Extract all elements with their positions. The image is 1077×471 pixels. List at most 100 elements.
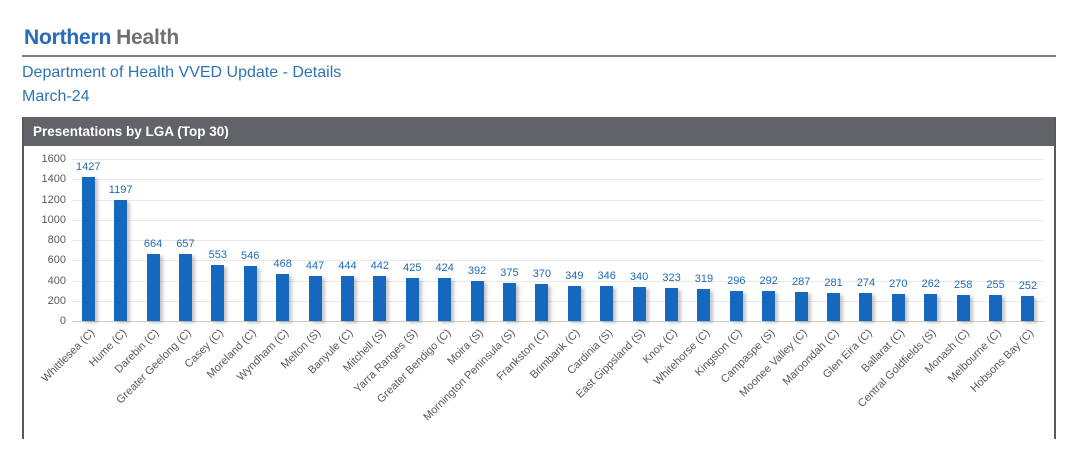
y-axis-tick-label: 1000 [41, 213, 66, 226]
bar-slot: 1427 [72, 159, 104, 321]
bar-value-label: 468 [273, 257, 292, 270]
bar-slot: 447 [299, 159, 331, 321]
bar-value-label: 252 [1018, 279, 1038, 292]
bar-value-label: 296 [727, 275, 746, 288]
bar [502, 283, 516, 321]
bar [989, 295, 1003, 321]
bar [632, 286, 646, 321]
bar-value-label: 424 [435, 262, 454, 275]
bar-slot: 287 [785, 159, 817, 321]
bar-slot: 340 [623, 159, 655, 321]
bar-value-label: 323 [662, 272, 681, 285]
bar [373, 276, 387, 321]
bar-slot: 553 [202, 159, 234, 321]
bar-slot: 270 [882, 159, 914, 321]
bar [827, 292, 841, 321]
bar-slot: 292 [753, 159, 785, 321]
bar-value-label: 546 [241, 249, 260, 262]
bar-value-label: 262 [921, 278, 940, 291]
gridline [72, 280, 1044, 282]
bar-value-label: 1197 [108, 183, 133, 196]
bar-value-label: 346 [597, 269, 616, 282]
gridline [72, 159, 1044, 160]
bar-slot: 468 [266, 159, 298, 321]
bar-value-label: 370 [532, 267, 552, 280]
bar-slot: 346 [591, 159, 623, 321]
y-axis: 0 200 400 600 800 1000 1200 1400 1600 [24, 153, 66, 327]
bar-value-label: 281 [824, 276, 843, 289]
bar-slot: 375 [493, 159, 525, 321]
y-axis-tick-label: 1400 [41, 173, 66, 186]
bar-value-label: 340 [629, 270, 649, 283]
bar-value-label: 274 [856, 277, 876, 290]
y-axis-tick-label: 600 [47, 254, 66, 267]
gridline [72, 219, 1044, 221]
chart-panel-title: Presentations by LGA (Top 30) [24, 117, 1054, 146]
gridline [72, 321, 1044, 322]
bar-value-label: 270 [889, 277, 908, 290]
bar-slot: 255 [979, 159, 1011, 321]
gridline [72, 260, 1044, 262]
bar [600, 285, 614, 321]
gridline [72, 300, 1044, 302]
report-month: March-24 [22, 88, 90, 105]
bar [762, 291, 776, 321]
bar [567, 285, 581, 321]
bar-slot: 274 [850, 159, 882, 321]
bar [665, 288, 679, 321]
bar-value-label: 292 [759, 275, 778, 288]
bar-slot: 258 [947, 159, 979, 321]
bar [438, 278, 452, 321]
bar [924, 294, 938, 321]
bar-slot: 392 [461, 159, 493, 321]
bar [470, 281, 484, 321]
y-axis-tick-label: 200 [47, 294, 66, 307]
bar-slot: 1197 [104, 159, 136, 321]
bar [81, 176, 95, 321]
report-title: Department of Health VVED Update - Detai… [22, 64, 342, 81]
bar-slot: 664 [137, 159, 169, 321]
bar-slot: 262 [915, 159, 947, 321]
bar [114, 199, 128, 321]
bar [146, 253, 160, 321]
bar-slot: 349 [558, 159, 590, 321]
bar-value-label: 553 [208, 249, 228, 262]
bar-value-label: 657 [176, 238, 195, 251]
bar-chart: 0 200 400 600 800 1000 1200 1400 1600 1427 1197 66… [24, 146, 1054, 439]
y-axis-tick-label: 400 [47, 274, 66, 287]
bar [178, 254, 192, 321]
chart-panel: Presentations by LGA (Top 30) 0 200 400 600… [22, 117, 1056, 439]
bar [1021, 295, 1035, 321]
logo-health: Health [116, 26, 180, 49]
bar-value-label: 349 [565, 269, 584, 282]
x-axis: Whittlesea (C) Hume (C) Darebin (C) Greater… [39, 327, 1044, 437]
bar-value-label: 425 [403, 261, 422, 274]
bar [243, 265, 257, 321]
y-axis-tick-label: 0 [59, 315, 66, 327]
bar-slot: 546 [234, 159, 266, 321]
bar-slot: 252 [1012, 159, 1044, 321]
bar-series: 1427 1197 664 657 553 546 468 447 444 442 425 424 39… [72, 159, 1044, 321]
bar-value-label: 444 [338, 260, 357, 273]
logo-northern: Northern [24, 26, 112, 49]
bar-slot: 424 [428, 159, 460, 321]
y-axis-tick-label: 1200 [41, 193, 66, 206]
x-axis-category-label: Hobsons Bay (C) [968, 327, 1037, 395]
bar [891, 293, 905, 321]
bar-value-label: 375 [500, 267, 519, 280]
bar-value-label: 319 [694, 272, 714, 285]
bar-value-label: 287 [791, 275, 811, 288]
bar-slot: 657 [169, 159, 201, 321]
bar [276, 273, 290, 321]
bar-slot: 425 [396, 159, 428, 321]
bar [308, 275, 322, 321]
y-axis-tick-label: 800 [47, 234, 66, 246]
bar-slot: 281 [817, 159, 849, 321]
bar [405, 277, 419, 321]
bar-value-label: 258 [953, 278, 973, 291]
bar [956, 294, 970, 321]
bar [794, 291, 808, 321]
bar-value-label: 447 [305, 259, 325, 272]
bar [729, 291, 743, 321]
bar-value-label: 1427 [75, 160, 101, 173]
